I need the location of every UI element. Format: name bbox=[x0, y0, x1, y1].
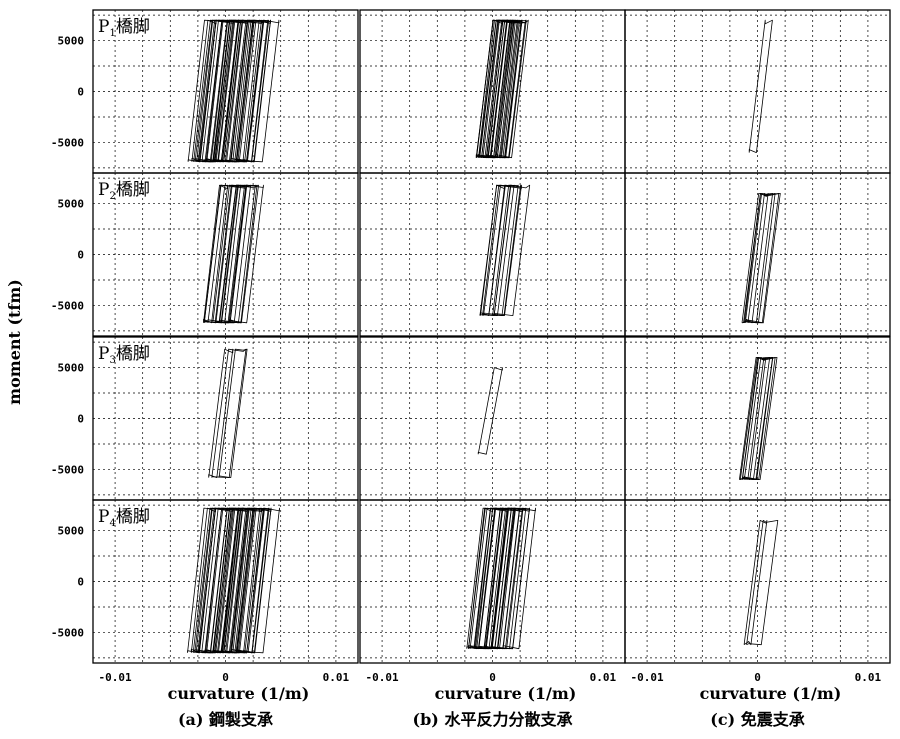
x-tick-label: -0.01 bbox=[631, 671, 664, 684]
panel-frame bbox=[624, 172, 891, 337]
hysteresis-loop bbox=[747, 193, 780, 324]
y-tick-label: 0 bbox=[77, 576, 84, 589]
x-axis-label: curvature (1/m) bbox=[435, 684, 577, 703]
hysteresis-loop bbox=[247, 19, 280, 163]
hysteresis-loop bbox=[487, 19, 527, 159]
x-tick-label: -0.01 bbox=[366, 671, 399, 684]
hysteresis-loop bbox=[203, 184, 229, 324]
hysteresis-loop bbox=[488, 184, 521, 316]
hysteresis-loop bbox=[492, 184, 519, 316]
x-tick-label: 0.01 bbox=[323, 671, 350, 684]
x-tick-label: 0 bbox=[754, 671, 761, 684]
hysteresis-loop bbox=[743, 193, 781, 324]
hysteresis-loop bbox=[230, 19, 270, 163]
y-tick-label: 5000 bbox=[58, 198, 85, 211]
y-tick-label: 5000 bbox=[58, 525, 85, 538]
curve-layer bbox=[187, 19, 781, 654]
hysteresis-loop bbox=[743, 357, 776, 480]
y-tick-label: 0 bbox=[77, 249, 84, 262]
hysteresis-loop bbox=[218, 348, 248, 478]
hysteresis-loop bbox=[741, 193, 776, 324]
label-layer: 5000 0 -5000 5000 0 -5000 5000 0 -5000 5000 0 -5000… bbox=[51, 17, 882, 729]
hysteresis-loop bbox=[743, 520, 768, 646]
hysteresis-loop bbox=[483, 184, 522, 316]
hysteresis-loop bbox=[744, 193, 773, 324]
hysteresis-loop bbox=[493, 184, 531, 316]
y-tick-label: 0 bbox=[77, 413, 84, 426]
x-tick-label: 0.01 bbox=[855, 671, 882, 684]
x-axis-label: curvature (1/m) bbox=[168, 684, 310, 703]
panel-frame bbox=[92, 499, 359, 664]
pier-label: P3橋脚 bbox=[98, 344, 150, 366]
grid-layer bbox=[93, 10, 890, 663]
y-axis-label: moment (tfm) bbox=[5, 279, 24, 405]
hysteresis-loop bbox=[495, 19, 529, 159]
x-axis-label: curvature (1/m) bbox=[700, 684, 842, 703]
frame-layer bbox=[92, 9, 891, 664]
hysteresis-loop bbox=[746, 520, 779, 646]
hysteresis-loop bbox=[208, 348, 234, 478]
hysteresis-loop bbox=[490, 507, 530, 650]
y-tick-label: -5000 bbox=[51, 299, 84, 312]
x-tick-label: -0.01 bbox=[99, 671, 132, 684]
hysteresis-loop bbox=[748, 19, 773, 153]
pier-label: P4橋脚 bbox=[98, 507, 150, 529]
hysteresis-loop bbox=[229, 184, 258, 324]
hysteresis-loop bbox=[477, 367, 503, 455]
y-tick-label: 5000 bbox=[58, 362, 85, 375]
hysteresis-loop bbox=[502, 507, 536, 650]
hysteresis-loop bbox=[231, 507, 270, 654]
panel-frame bbox=[92, 172, 359, 337]
x-tick-label: 0.01 bbox=[590, 671, 617, 684]
pier-label: P2橋脚 bbox=[98, 180, 150, 202]
hysteresis-loop bbox=[218, 184, 259, 324]
column-caption: (c) 免震支承 bbox=[710, 710, 804, 729]
y-tick-label: -5000 bbox=[51, 136, 84, 149]
hysteresis-loop bbox=[247, 507, 280, 654]
panel-frame bbox=[624, 499, 891, 664]
y-tick-label: -5000 bbox=[51, 626, 84, 639]
y-tick-label: 0 bbox=[77, 86, 84, 99]
y-tick-label: 5000 bbox=[58, 35, 85, 48]
hysteresis-loop bbox=[747, 357, 774, 480]
column-caption: (a) 鋼製支承 bbox=[178, 710, 273, 729]
x-tick-label: 0 bbox=[489, 671, 496, 684]
y-tick-label: -5000 bbox=[51, 463, 84, 476]
pier-label: P1橋脚 bbox=[98, 17, 150, 39]
x-tick-label: 0 bbox=[222, 671, 229, 684]
column-caption: (b) 水平反力分散支承 bbox=[413, 710, 573, 729]
